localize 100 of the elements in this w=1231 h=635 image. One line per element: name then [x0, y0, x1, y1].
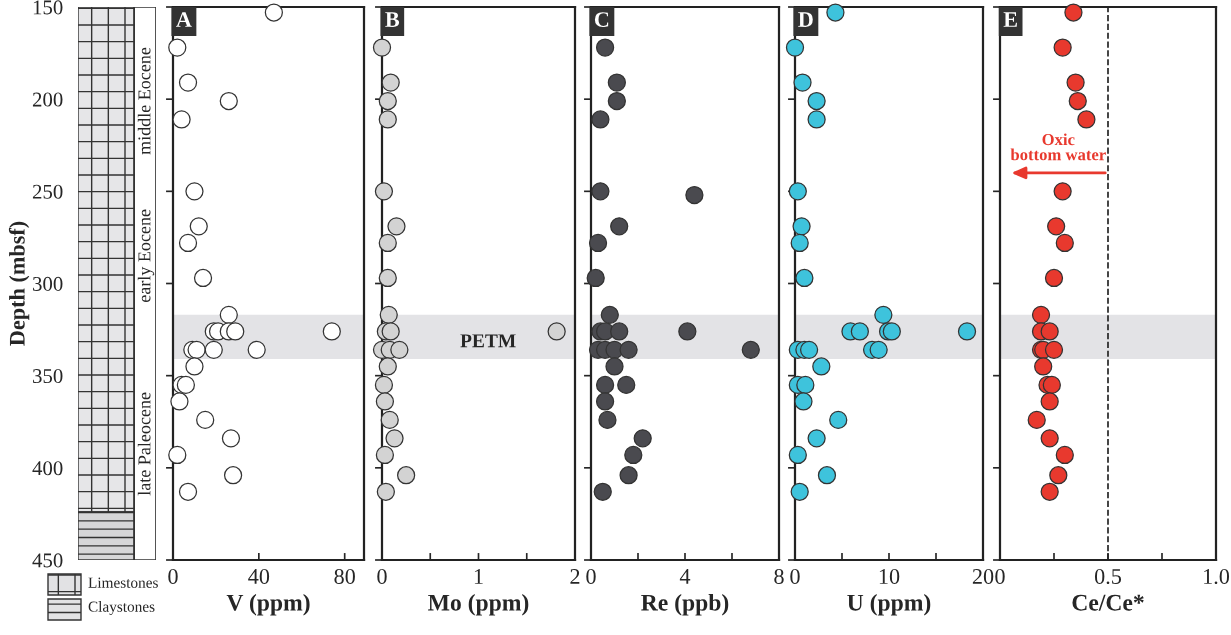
point — [1027, 410, 1046, 430]
point — [607, 73, 626, 92]
x-axis-title: U (ppm) — [847, 594, 931, 616]
point — [379, 305, 398, 324]
point — [807, 429, 826, 448]
x-axis-title: Ce/Ce* — [1072, 594, 1144, 611]
x-tick-label: 2 — [570, 569, 580, 584]
point — [619, 340, 638, 359]
x-axis-title: Mo (ppm) — [428, 594, 529, 616]
x-tick-label: 1 — [474, 569, 483, 584]
x-tick-label: 0 — [995, 568, 1005, 584]
chart-title: B — [385, 12, 400, 27]
annotation: Oxic bottom water — [1010, 133, 1106, 161]
point — [678, 322, 697, 341]
x-axis-title: Re (ppb) — [641, 594, 729, 616]
point — [226, 322, 245, 341]
x-tick-label: 0.5 — [1094, 568, 1122, 585]
point — [598, 410, 617, 430]
point — [1068, 91, 1087, 111]
point — [607, 91, 626, 111]
chart-title: E — [1003, 12, 1017, 27]
point — [793, 73, 812, 92]
point — [374, 375, 394, 395]
point — [600, 305, 619, 324]
y-tick-label: 300 — [33, 276, 63, 291]
point — [387, 217, 406, 236]
point — [1053, 182, 1072, 201]
y-tick-label: 150 — [33, 0, 63, 15]
point — [619, 466, 638, 485]
point — [1040, 482, 1059, 501]
point — [617, 375, 636, 395]
point — [790, 233, 809, 253]
y-tick-label: 400 — [32, 461, 63, 476]
y-tick-label: 350 — [33, 369, 63, 384]
text: Limestones — [88, 577, 158, 588]
point — [785, 38, 805, 57]
point — [850, 322, 869, 341]
x-tick-label: 80 — [334, 568, 355, 584]
point — [381, 73, 400, 92]
point — [396, 466, 416, 485]
point — [1064, 3, 1083, 22]
point — [390, 340, 409, 359]
text: late Paleocene — [137, 392, 151, 496]
point — [1040, 429, 1059, 448]
point — [591, 110, 610, 129]
point — [799, 340, 819, 359]
point — [375, 445, 395, 465]
point — [1040, 392, 1059, 411]
point — [624, 445, 643, 465]
point — [595, 375, 615, 395]
point — [610, 217, 629, 236]
point — [796, 375, 815, 395]
point — [1055, 233, 1074, 253]
x-tick-label: 8 — [774, 568, 784, 584]
point — [378, 357, 397, 376]
x-tick-label: 10 — [879, 568, 900, 584]
point — [176, 375, 196, 395]
point — [788, 445, 807, 465]
point — [807, 110, 826, 129]
y-tick-label: 450 — [32, 553, 63, 568]
point — [1044, 268, 1064, 288]
text: middle Eocene — [137, 47, 151, 155]
point — [633, 429, 652, 448]
point — [874, 305, 893, 324]
point — [1042, 375, 1061, 395]
point — [588, 233, 608, 253]
point — [826, 3, 845, 22]
point — [381, 322, 400, 341]
point — [219, 305, 238, 324]
point — [829, 410, 848, 430]
point — [374, 182, 394, 201]
point — [610, 322, 629, 341]
point — [741, 340, 760, 359]
x-tick-label: 0 — [790, 568, 800, 584]
x-tick-label: 1.0 — [1204, 568, 1230, 585]
point — [247, 340, 266, 359]
point — [1031, 305, 1051, 324]
x-tick-label: 20 — [972, 568, 994, 584]
point — [378, 91, 397, 111]
y-axis-title: Depth (mbsf) — [8, 221, 30, 346]
point — [1053, 38, 1072, 57]
point — [794, 392, 813, 411]
point — [1055, 445, 1074, 465]
point — [372, 38, 392, 57]
point — [685, 185, 704, 205]
point — [1077, 110, 1096, 129]
band-label: PETM — [460, 334, 516, 348]
x-axis-title: V (ppm) — [226, 594, 310, 616]
point — [385, 429, 404, 448]
x-tick-label: 4 — [679, 569, 691, 584]
point — [1040, 322, 1059, 341]
point — [882, 322, 901, 341]
point — [605, 357, 624, 376]
text: early Eocene — [137, 209, 155, 303]
point — [595, 38, 615, 57]
point — [1049, 466, 1068, 485]
point — [168, 445, 187, 465]
point — [187, 340, 206, 359]
point — [817, 466, 837, 485]
point — [1034, 357, 1053, 376]
